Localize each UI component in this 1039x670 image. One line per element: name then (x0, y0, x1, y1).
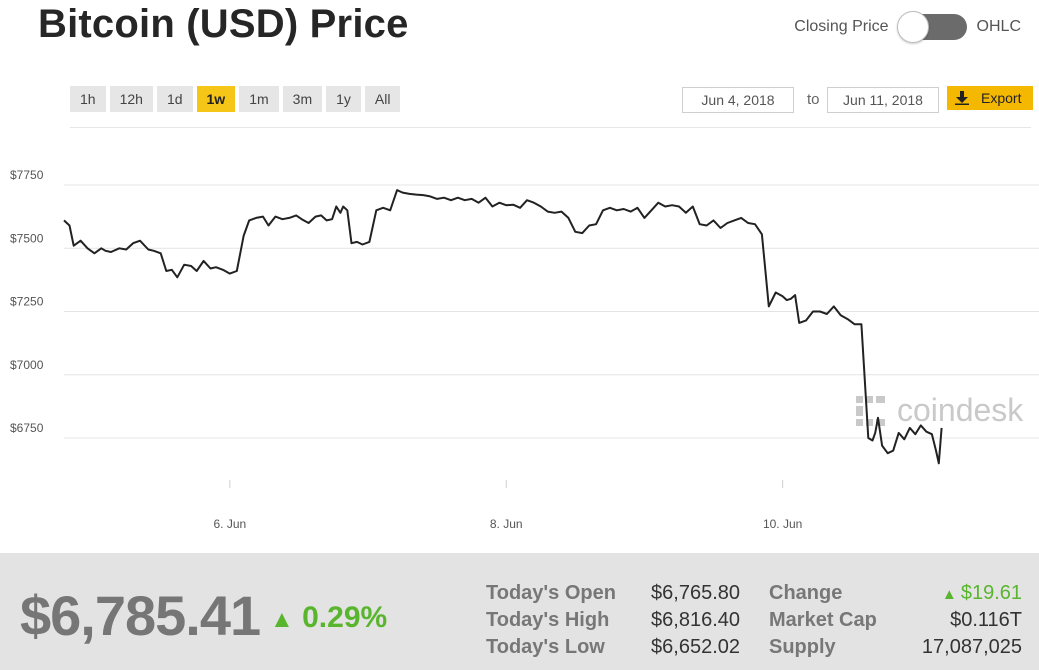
up-arrow-icon: ▲ (270, 606, 294, 633)
date-from-input[interactable]: Jun 4, 2018 (682, 87, 794, 113)
todays-open-label: Today's Open (486, 582, 616, 604)
toggle-knob[interactable] (896, 11, 929, 43)
ohlc-label: OHLC (976, 18, 1021, 35)
x-tick-label: 8. Jun (490, 517, 523, 531)
market-cap-label: Market Cap (769, 609, 877, 631)
y-tick-label: $7750 (10, 168, 44, 182)
date-to-input[interactable]: Jun 11, 2018 (827, 87, 939, 113)
range-button-all[interactable]: All (364, 86, 401, 112)
watermark-text: coindesk (897, 392, 1024, 428)
todays-low-value: $6,652.02 (651, 636, 740, 658)
download-icon (955, 91, 969, 105)
todays-high-value: $6,816.40 (651, 609, 740, 631)
change-amount: $19.61 (960, 582, 1022, 604)
time-range-selector: 1h 12h 1d 1w 1m 3m 1y All (70, 86, 401, 112)
todays-open-value: $6,765.80 (651, 582, 740, 604)
price-series-line (63, 189, 943, 465)
y-tick-label: $7250 (10, 295, 44, 309)
range-button-1w[interactable]: 1w (196, 86, 236, 112)
change-label: Change (769, 582, 843, 604)
range-button-3m[interactable]: 3m (282, 86, 323, 112)
y-tick-label: $7000 (10, 358, 44, 372)
coindesk-logo-icon (856, 396, 885, 426)
x-tick-label: 10. Jun (763, 517, 802, 531)
supply-value: 17,087,025 (921, 636, 1022, 658)
price-summary-panel: $6,785.41 ▲ 0.29% Today's Open $6,765.80… (0, 553, 1039, 670)
x-tick-label: 6. Jun (213, 517, 246, 531)
price-chart: coindesk $6750 $7000 $7250 $7500 $7750 6. Jun… (10, 168, 1039, 531)
price-mode-toggle[interactable] (896, 11, 967, 43)
up-arrow-icon: ▲ (941, 586, 961, 603)
closing-price-label: Closing Price (794, 18, 889, 35)
export-label: Export (981, 90, 1022, 106)
export-button[interactable]: Export (947, 86, 1033, 110)
range-button-1h[interactable]: 1h (70, 86, 106, 112)
y-tick-label: $7500 (10, 231, 44, 245)
date-to-label: to (807, 91, 820, 108)
header-divider (70, 127, 1031, 128)
change-percent-value: 0.29% (302, 601, 388, 634)
change-value: ▲ $19.61 (882, 582, 1022, 605)
y-tick-label: $6750 (10, 421, 44, 435)
price-mode-toggle-group: Closing Price OHLC (794, 11, 1021, 43)
coindesk-watermark: coindesk (856, 392, 1024, 428)
range-button-1y[interactable]: 1y (326, 86, 361, 112)
range-button-1d[interactable]: 1d (156, 86, 193, 112)
market-cap-value: $0.116T (950, 609, 1022, 631)
page-title: Bitcoin (USD) Price (38, 2, 409, 46)
todays-low-label: Today's Low (486, 636, 605, 658)
current-price: $6,785.41 (20, 584, 261, 647)
change-percent: ▲ 0.29% (270, 601, 387, 635)
range-button-12h[interactable]: 12h (109, 86, 153, 112)
range-button-1m[interactable]: 1m (239, 86, 279, 112)
supply-label: Supply (769, 636, 836, 658)
todays-high-label: Today's High (486, 609, 610, 631)
